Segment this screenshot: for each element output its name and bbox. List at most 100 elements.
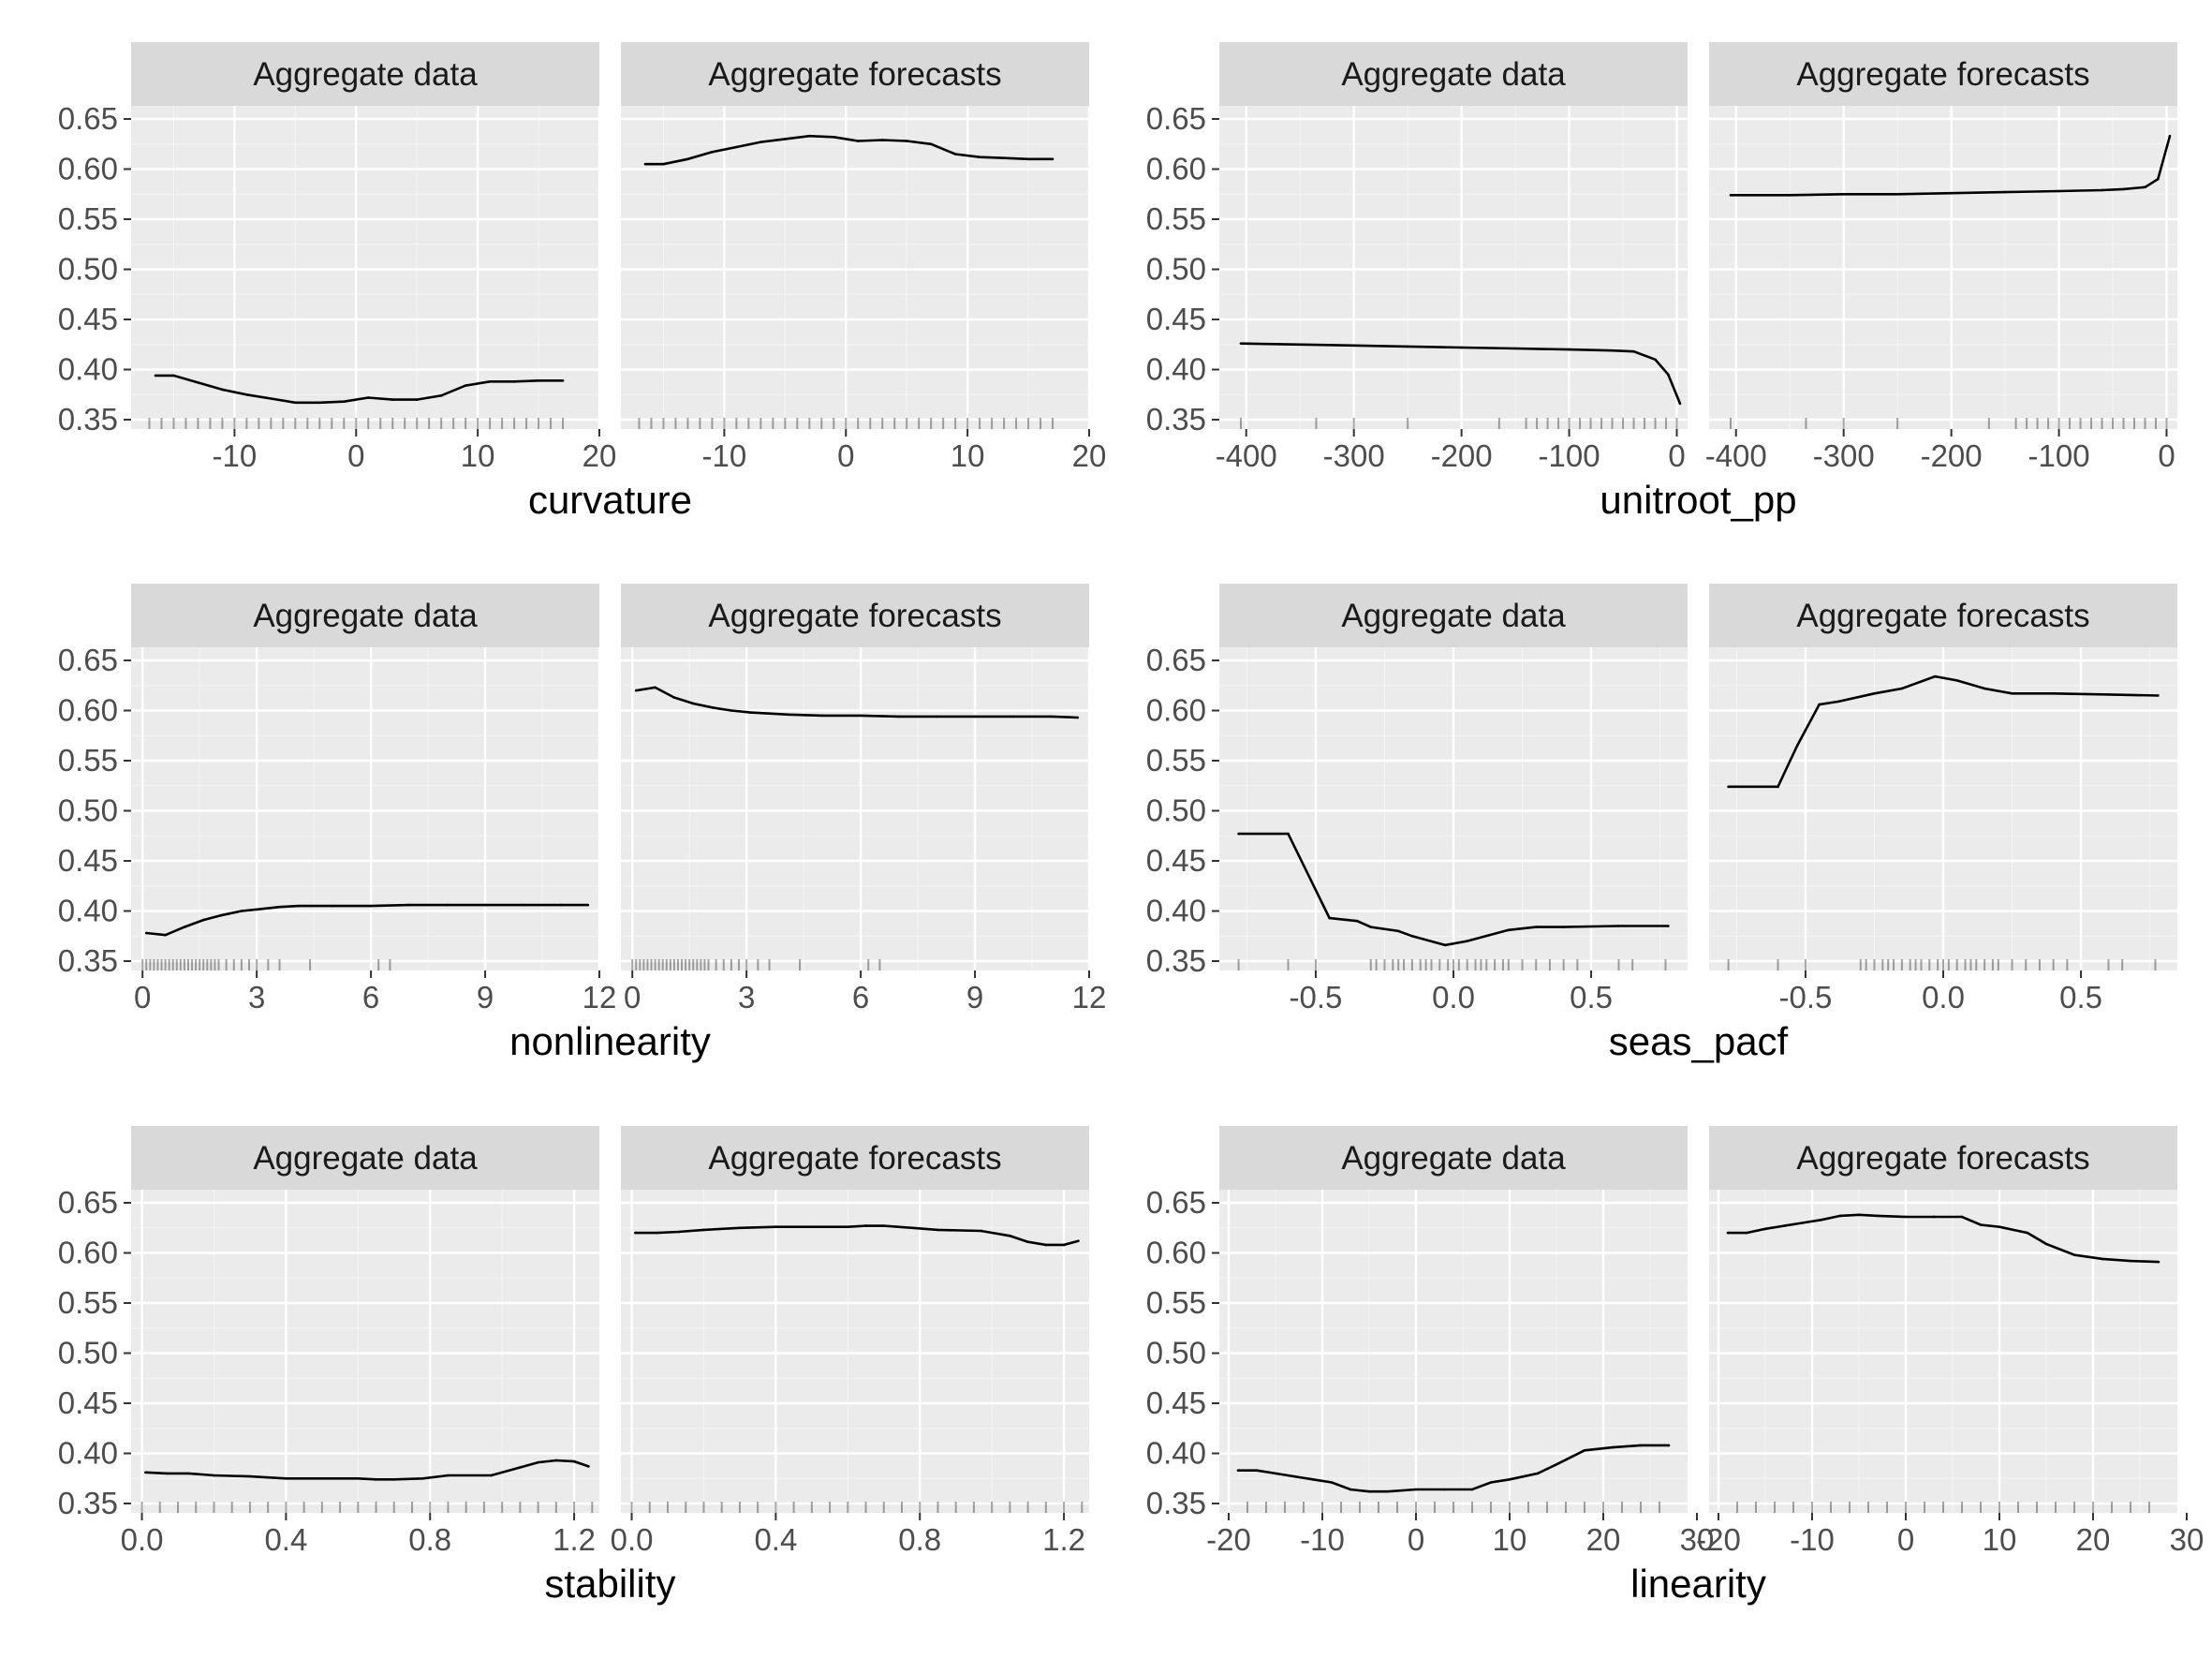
data-point [1857,1213,1861,1217]
facet-strip [621,42,1089,106]
data-point [213,1474,215,1477]
y-tick-label: 0.35 [1146,1486,1206,1520]
y-tick-label: 0.60 [58,1236,118,1270]
x-tick-label: 30 [1680,1522,1715,1557]
y-tick-label: 0.50 [58,252,118,287]
x-tick-label: 0 [1408,1522,1424,1557]
chart-seas_pacf: 0.35 0.40 0.45 0.50 0.55 0.60 0.65 Aggregate da… [1146,584,2177,1063]
data-point [787,713,790,717]
y-tick-label: 0.40 [1146,1436,1206,1471]
data-point [784,138,787,141]
data-point [421,1476,424,1480]
facet-panel: Aggregate data -20 -10 0 10 20 30 [1206,1126,1714,1557]
data-point [1904,1215,1908,1219]
data-point [768,712,771,716]
data-point [1396,929,1400,933]
data-point [1507,928,1511,932]
x-axis-title: linearity [1630,1562,1766,1606]
data-point [1274,1472,1277,1475]
x-tick-label: -20 [1696,1522,1741,1557]
y-tick-label: 0.40 [58,352,118,387]
x-tick-label: -0.5 [1290,980,1343,1015]
facet-panel: Aggregate data -0.5 0.0 0.5 [1219,584,1688,1015]
y-tick-label: 0.65 [1146,643,1206,677]
data-point [748,711,752,714]
data-point [2101,188,2103,192]
y-tick-label: 0.60 [58,693,118,728]
x-tick-label: 0 [1897,1522,1914,1557]
facet-panel: Aggregate forecasts -10 0 10 20 [621,42,1106,473]
x-tick-label: -200 [1431,438,1493,473]
data-point [1513,347,1517,350]
data-point [512,380,516,383]
data-point [154,374,157,378]
y-tick-label: 0.35 [58,943,118,978]
data-point [270,397,273,400]
data-point [248,1474,252,1478]
facet-strip [1709,42,2177,106]
x-tick-label: 0 [1668,438,1685,473]
data-point [1555,1462,1558,1466]
data-point [686,157,689,161]
y-tick-label: 0.45 [1146,1385,1206,1420]
x-tick-label: 20 [1072,438,1107,473]
x-tick-label: 10 [1493,1522,1527,1557]
plot-area [621,106,1089,429]
data-point [1460,346,1463,349]
data-point [1617,925,1620,927]
data-point [1009,1235,1011,1237]
y-tick-label: 0.45 [1146,302,1206,336]
data-point [936,1228,939,1232]
series-line [145,1459,589,1481]
data-point [1489,1481,1493,1484]
data-point [245,393,248,396]
data-point [1568,348,1571,351]
data-point [1349,1488,1352,1491]
data-point [1836,700,1840,704]
facet-title: Aggregate data [253,1140,478,1177]
facet-title: Aggregate forecasts [708,1140,1001,1177]
plot-area [1219,106,1688,429]
data-point [1414,1488,1418,1491]
y-tick-label: 0.60 [1146,152,1206,186]
data-point [285,1476,288,1480]
data-point [483,903,487,907]
facet-strip [1219,584,1688,647]
x-tick-label: 0 [624,980,641,1015]
data-point [1933,674,1937,678]
plot-area [131,106,599,429]
facet-strip [1219,42,1688,106]
data-point [730,709,733,712]
data-point [1536,1472,1540,1475]
data-point [1470,1488,1474,1491]
data-point [2129,1259,2132,1263]
series-line [645,134,1053,166]
x-tick-label: 20 [582,438,617,473]
y-tick-label: 0.55 [1146,743,1206,778]
x-tick-label: 20 [2076,1522,2111,1557]
facet-panel: Aggregate forecasts -0.5 0.0 0.5 [1709,584,2177,1015]
data-point [221,388,224,392]
y-tick-label: 0.50 [1146,252,1206,287]
data-point [332,904,334,908]
facet-strip [1709,1126,2177,1190]
data-point [278,905,281,909]
data-point [297,904,301,908]
y-tick-label: 0.55 [58,743,118,778]
x-tick-label: 1.2 [553,1522,596,1557]
data-point [554,1459,558,1462]
x-tick-label: -200 [1921,438,1983,473]
data-point [1639,1444,1643,1447]
data-point [1611,1445,1615,1449]
y-tick-label: 0.65 [58,643,118,677]
x-tick-label: 6 [852,980,869,1015]
x-tick-label: 10 [461,438,495,473]
y-tick-label: 0.55 [58,201,118,236]
data-point [2157,1260,2160,1264]
x-tick-label: 0 [2158,438,2175,473]
data-point [864,1224,867,1227]
data-point [1632,349,1635,353]
data-point [439,394,443,397]
series-line [1728,674,2159,789]
